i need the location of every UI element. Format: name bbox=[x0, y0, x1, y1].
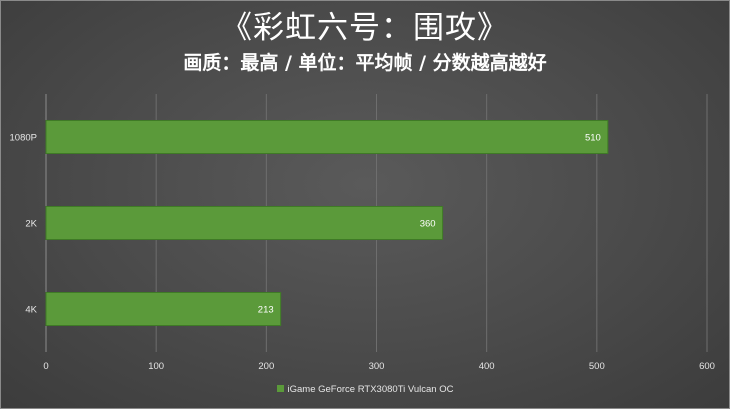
bar bbox=[45, 206, 444, 240]
chart-subtitle: 画质：最高 / 单位：平均帧 / 分数越高越好 bbox=[183, 52, 547, 74]
y-tick-label: 4K bbox=[25, 305, 37, 316]
bar bbox=[45, 120, 609, 154]
x-tick-label: 200 bbox=[258, 361, 274, 372]
data-label: 213 bbox=[258, 305, 274, 316]
data-label: 510 bbox=[585, 133, 601, 144]
y-tick-label: 2K bbox=[25, 219, 37, 230]
y-tick-label: 1080P bbox=[10, 133, 37, 144]
x-tick-label: 400 bbox=[479, 361, 495, 372]
bar bbox=[45, 292, 282, 326]
data-label: 360 bbox=[420, 219, 436, 230]
legend: iGame GeForce RTX3080Ti Vulcan OC bbox=[0, 384, 730, 395]
x-tick-label: 300 bbox=[369, 361, 385, 372]
x-tick-label: 600 bbox=[699, 361, 715, 372]
chart-title: 《彩虹六号：围攻》 bbox=[221, 10, 509, 46]
x-tick-label: 500 bbox=[589, 361, 605, 372]
x-tick-label: 100 bbox=[148, 361, 164, 372]
legend-label: iGame GeForce RTX3080Ti Vulcan OC bbox=[287, 384, 454, 395]
legend-swatch bbox=[276, 385, 284, 392]
x-tick-label: 0 bbox=[43, 361, 48, 372]
